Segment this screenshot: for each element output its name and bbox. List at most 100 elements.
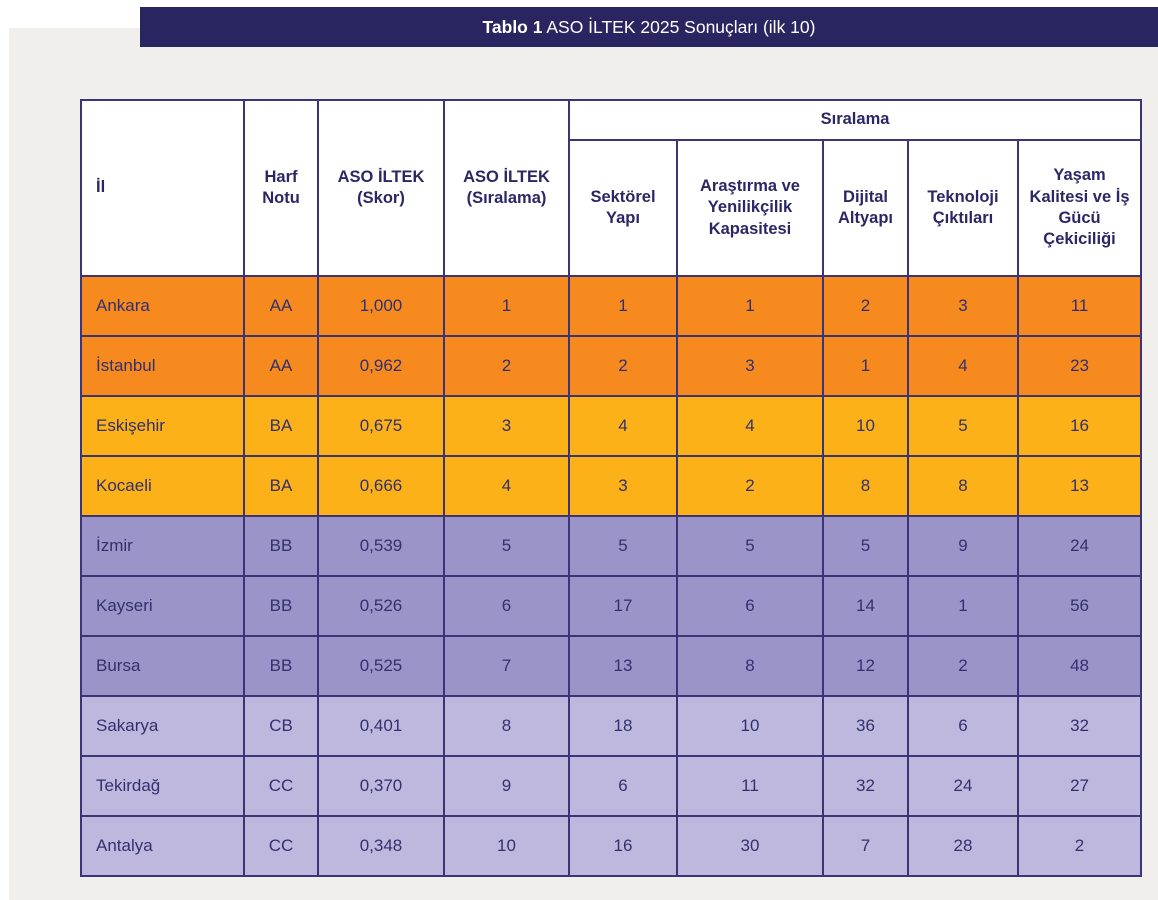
rank-cell: 5 bbox=[907, 395, 1019, 457]
table-title-text: ASO İLTEK 2025 Sonuçları (ilk 10) bbox=[542, 16, 816, 37]
rank-cell: 24 bbox=[907, 755, 1019, 817]
rank-cell: 23 bbox=[1016, 335, 1143, 397]
rank-cell: 12 bbox=[822, 635, 909, 697]
rank-cell: 7 bbox=[822, 815, 909, 877]
rank-cell: 9 bbox=[443, 755, 570, 817]
rank-cell: BB bbox=[243, 575, 319, 637]
rank-cell: 18 bbox=[568, 695, 678, 757]
column-group-header-siralama: Sıralama bbox=[567, 99, 1143, 141]
header-group-row: İl Harf Notu ASO İLTEK (Skor) ASO İLTEK … bbox=[80, 99, 1143, 277]
rank-cell: 10 bbox=[676, 695, 824, 757]
table-row: Bursa BB 0,525 7 13 8 12 2 48 bbox=[80, 635, 1143, 697]
rank-cell: 0,526 bbox=[317, 575, 445, 637]
table-row: Kayseri BB 0,526 6 17 6 14 1 56 bbox=[80, 575, 1143, 637]
city-cell: Eskişehir bbox=[80, 395, 245, 457]
rank-cell: AA bbox=[243, 335, 319, 397]
rank-cell: 2 bbox=[443, 335, 570, 397]
rank-cell: BB bbox=[243, 515, 319, 577]
rank-cell: 8 bbox=[443, 695, 570, 757]
rank-cell: 0,348 bbox=[317, 815, 445, 877]
rank-cell: 16 bbox=[568, 815, 678, 877]
rank-cell: 24 bbox=[1016, 515, 1143, 577]
city-cell: Kocaeli bbox=[80, 455, 245, 517]
header-sub-row: Sektörel Yapı Araştırma ve Yenilikçilik … bbox=[81, 139, 1143, 277]
rank-cell: 3 bbox=[676, 335, 824, 397]
rank-cell: 11 bbox=[1016, 275, 1143, 337]
table-header: İl Harf Notu ASO İLTEK (Skor) ASO İLTEK … bbox=[80, 99, 1143, 277]
rank-cell: 11 bbox=[676, 755, 824, 817]
rank-cell: 48 bbox=[1016, 635, 1143, 697]
rank-cell: 32 bbox=[1016, 695, 1143, 757]
rank-cell: 30 bbox=[676, 815, 824, 877]
rank-cell: 0,962 bbox=[317, 335, 445, 397]
city-cell: Ankara bbox=[80, 275, 245, 337]
rank-cell: 1,000 bbox=[317, 275, 445, 337]
rank-cell: 2 bbox=[1016, 815, 1143, 877]
rank-cell: 5 bbox=[568, 515, 678, 577]
table-title-bar: Tablo 1 ASO İLTEK 2025 Sonuçları (ilk 10… bbox=[140, 7, 1158, 47]
rank-cell: 1 bbox=[907, 575, 1019, 637]
rank-cell: 10 bbox=[443, 815, 570, 877]
rank-cell: 5 bbox=[676, 515, 824, 577]
rank-cell: 0,370 bbox=[317, 755, 445, 817]
rank-cell: 3 bbox=[907, 275, 1019, 337]
rank-cell: 0,401 bbox=[317, 695, 445, 757]
rank-cell: 4 bbox=[443, 455, 570, 517]
rank-cell: 6 bbox=[907, 695, 1019, 757]
column-header-teknoloji-ciktilari: Teknoloji Çıktıları bbox=[907, 139, 1019, 277]
rank-cell: 27 bbox=[1016, 755, 1143, 817]
rank-cell: 2 bbox=[907, 635, 1019, 697]
iltek-results-table: İl Harf Notu ASO İLTEK (Skor) ASO İLTEK … bbox=[80, 99, 1143, 877]
rank-cell: 8 bbox=[822, 455, 909, 517]
city-cell: İzmir bbox=[80, 515, 245, 577]
rank-cell: CC bbox=[243, 815, 319, 877]
city-cell: İstanbul bbox=[80, 335, 245, 397]
rank-cell: 0,675 bbox=[317, 395, 445, 457]
rank-cell: 1 bbox=[568, 275, 678, 337]
table-row: Tekirdağ CC 0,370 9 6 11 32 24 27 bbox=[80, 755, 1143, 817]
table-body: Ankara AA 1,000 1 1 1 2 3 11 İstanbul AA 0,962 2 2 3 1 4… bbox=[80, 275, 1143, 877]
rank-cell: 32 bbox=[822, 755, 909, 817]
rank-cell: 2 bbox=[568, 335, 678, 397]
rank-cell: 4 bbox=[568, 395, 678, 457]
table-row: Ankara AA 1,000 1 1 1 2 3 11 bbox=[80, 275, 1143, 337]
rank-cell: 13 bbox=[1016, 455, 1143, 517]
rank-cell: 0,666 bbox=[317, 455, 445, 517]
rank-cell: 0,539 bbox=[317, 515, 445, 577]
column-header-arastirma-yenilikcilik: Araştırma ve Yenilikçilik Kapasitesi bbox=[676, 139, 824, 277]
rank-cell: 8 bbox=[676, 635, 824, 697]
rank-cell: 16 bbox=[1016, 395, 1143, 457]
rank-cell: 1 bbox=[443, 275, 570, 337]
column-header-skor: ASO İLTEK (Skor) bbox=[317, 99, 445, 277]
rank-cell: 3 bbox=[443, 395, 570, 457]
city-cell: Sakarya bbox=[80, 695, 245, 757]
rank-cell: 28 bbox=[907, 815, 1019, 877]
table-row: Antalya CC 0,348 10 16 30 7 28 2 bbox=[80, 815, 1143, 877]
rank-cell: 6 bbox=[443, 575, 570, 637]
city-cell: Kayseri bbox=[80, 575, 245, 637]
rank-cell: 17 bbox=[568, 575, 678, 637]
rank-cell: 0,525 bbox=[317, 635, 445, 697]
rank-cell: 8 bbox=[907, 455, 1019, 517]
rank-cell: 1 bbox=[676, 275, 824, 337]
table-row: İstanbul AA 0,962 2 2 3 1 4 23 bbox=[80, 335, 1143, 397]
column-header-dijital-altyapi: Dijital Altyapı bbox=[822, 139, 909, 277]
rank-cell: 6 bbox=[568, 755, 678, 817]
rank-cell: 1 bbox=[822, 335, 909, 397]
table-row: Eskişehir BA 0,675 3 4 4 10 5 16 bbox=[80, 395, 1143, 457]
rank-cell: 56 bbox=[1016, 575, 1143, 637]
rank-cell: BA bbox=[243, 395, 319, 457]
rank-cell: 14 bbox=[822, 575, 909, 637]
column-header-il: İl bbox=[80, 99, 245, 277]
rank-cell: BB bbox=[243, 635, 319, 697]
rank-cell: 5 bbox=[822, 515, 909, 577]
rank-cell: BA bbox=[243, 455, 319, 517]
rank-cell: 3 bbox=[568, 455, 678, 517]
city-cell: Bursa bbox=[80, 635, 245, 697]
rank-cell: 2 bbox=[822, 275, 909, 337]
city-cell: Antalya bbox=[80, 815, 245, 877]
rank-cell: 2 bbox=[676, 455, 824, 517]
column-header-yasam-kalitesi: Yaşam Kalitesi ve İş Gücü Çekiciliği bbox=[1016, 139, 1143, 277]
rank-cell: 7 bbox=[443, 635, 570, 697]
